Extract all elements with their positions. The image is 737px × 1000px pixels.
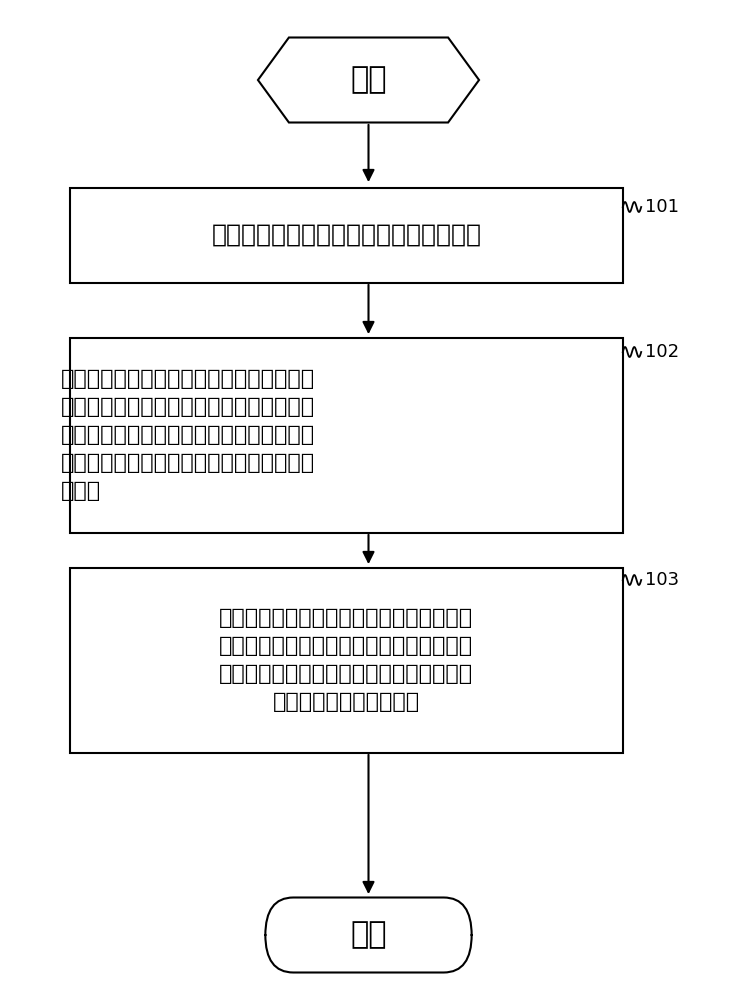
Bar: [70, 188, 623, 282]
Text: 监测汽车当前是否处于定速巡航行驶状态: 监测汽车当前是否处于定速巡航行驶状态: [212, 223, 481, 247]
Text: 102: 102: [645, 343, 679, 361]
Bar: [70, 338, 623, 532]
Text: 开始: 开始: [350, 66, 387, 95]
Text: 根据预先设定不同操作触发信息与相对应调
整方式之间的对应关系，采用与操作触发信
息相对应的调整方式，调整当前定速巡航行
驶过程中的巡航目标车速: 根据预先设定不同操作触发信息与相对应调 整方式之间的对应关系，采用与操作触发信 …: [220, 608, 473, 712]
FancyBboxPatch shape: [265, 898, 472, 972]
Polygon shape: [258, 37, 479, 122]
Text: 101: 101: [645, 198, 679, 216]
Text: 结束: 结束: [350, 920, 387, 950]
Text: 当汽车处于定速巡航状态时，接收对定速巡
航系统的巡航开关组进行操作的操作触发信
息；操作触发信息包括用于启动定速巡航行
驶的启动信息或用于设置巡航目标车速的复
: 当汽车处于定速巡航状态时，接收对定速巡 航系统的巡航开关组进行操作的操作触发信 …: [60, 369, 315, 501]
Text: 103: 103: [645, 571, 679, 589]
Bar: [70, 568, 623, 752]
